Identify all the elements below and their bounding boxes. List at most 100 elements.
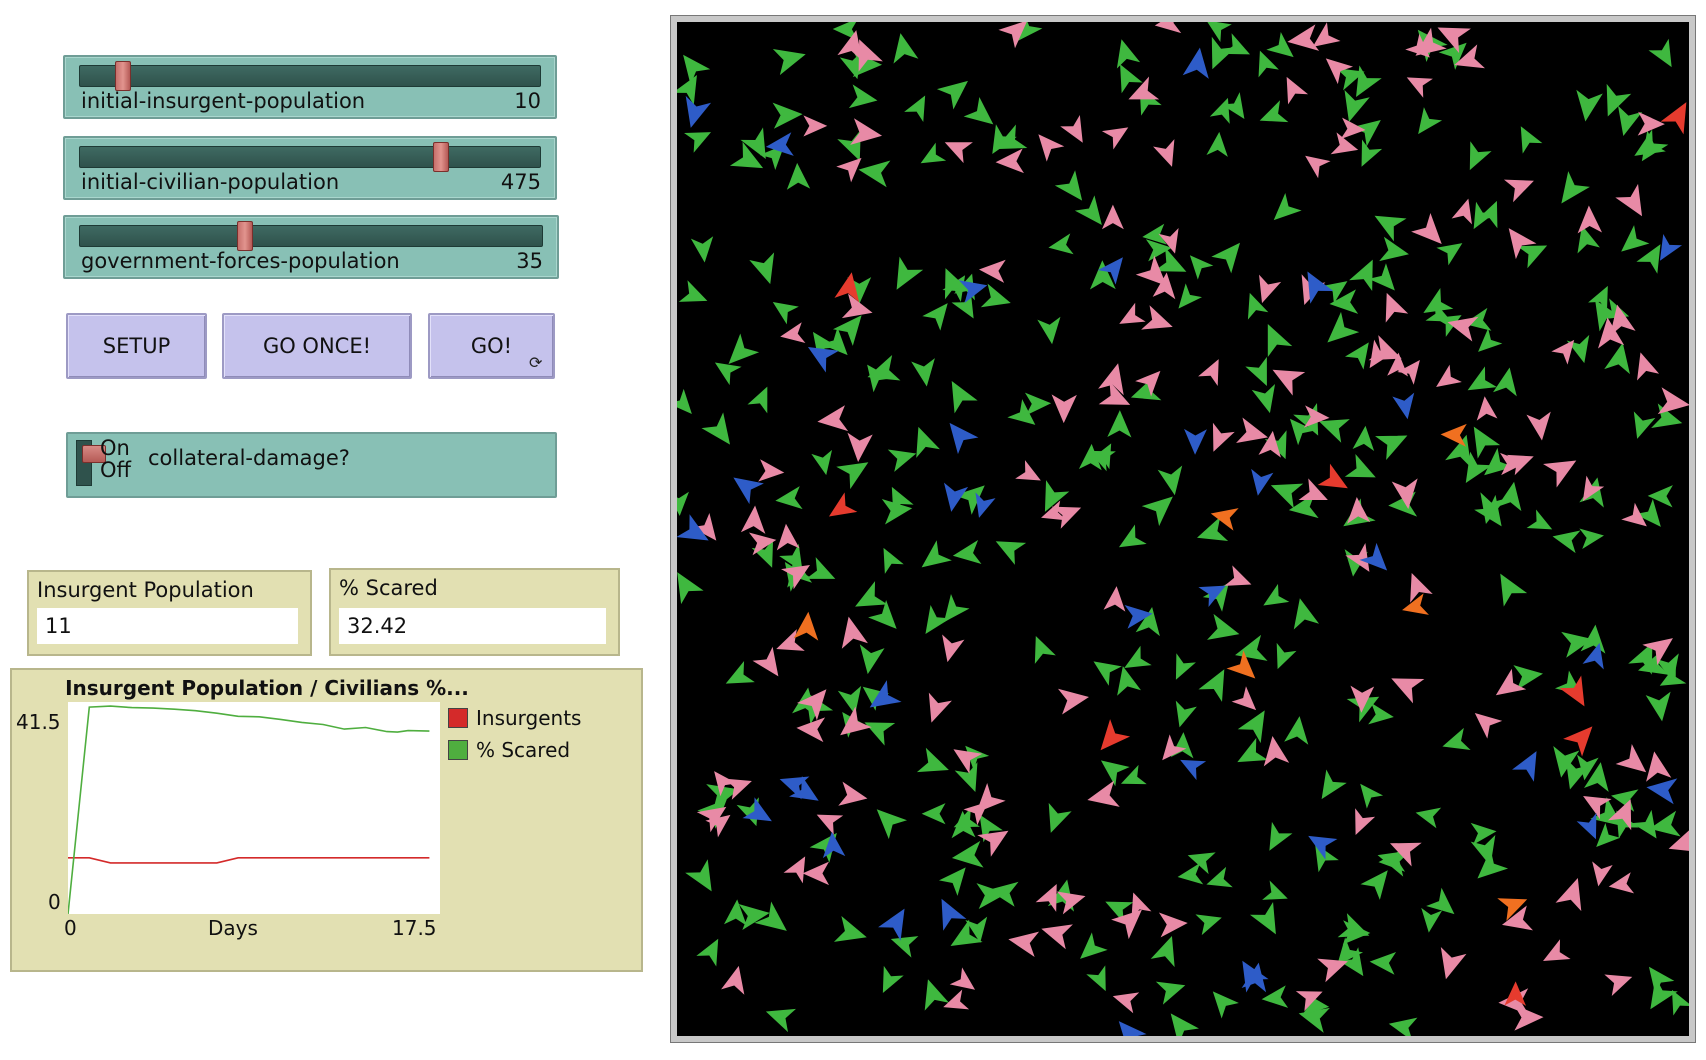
turtle-civilian	[1526, 509, 1553, 530]
slider-thumb[interactable]	[114, 61, 131, 91]
slider-thumb[interactable]	[236, 221, 253, 251]
turtle-civilian	[1478, 328, 1503, 352]
legend-label: % Scared	[476, 738, 571, 762]
turtle-scared-civilian	[1454, 44, 1485, 69]
turtle-civilian	[678, 280, 708, 302]
world-canvas[interactable]	[667, 10, 1700, 1051]
turtle-civilian	[1245, 356, 1267, 386]
turtle-scared-civilian	[1615, 744, 1647, 773]
monitor-value: 11	[37, 608, 298, 644]
go-once-button[interactable]: GO ONCE!	[222, 313, 412, 379]
monitor-percent-scared: % Scared 32.42	[329, 568, 620, 656]
turtle-civilian	[1374, 215, 1407, 242]
turtle-scared-civilian	[781, 565, 810, 590]
turtle-scared-civilian	[1212, 422, 1235, 452]
turtle-scared-civilian	[963, 801, 989, 826]
turtle-civilian	[1469, 141, 1492, 171]
turtle-civilian	[1621, 225, 1650, 252]
turtle-scared-civilian	[977, 830, 1009, 857]
turtle-civilian	[944, 268, 969, 300]
slider-track[interactable]	[79, 146, 541, 168]
turtle-civilian	[1273, 192, 1302, 221]
turtle-civilian	[1170, 1013, 1199, 1045]
turtle-scared-civilian	[1406, 77, 1433, 98]
turtle-scared-civilian	[1152, 272, 1176, 300]
slider-government-forces-population[interactable]: government-forces-population 35	[63, 215, 559, 279]
turtle-scared-civilian	[1498, 988, 1530, 1016]
turtle-civilian	[1249, 901, 1276, 935]
turtle-civilian	[916, 426, 940, 458]
turtle-scared-civilian	[705, 814, 731, 838]
turtle-civilian	[867, 354, 901, 381]
turtle-government	[1241, 962, 1267, 993]
turtle-scared-civilian	[1101, 127, 1129, 150]
go-button[interactable]: GO! ⟳	[428, 313, 555, 379]
turtle-civilian	[1474, 494, 1502, 527]
turtle-civilian	[1293, 598, 1320, 630]
turtle-scared-civilian	[1258, 430, 1281, 458]
turtle-civilian	[1565, 758, 1591, 790]
turtle-civilian	[1648, 38, 1672, 68]
turtle-scared-civilian	[1236, 417, 1268, 443]
turtle-civilian	[1145, 239, 1172, 262]
turtle-civilian	[1117, 666, 1141, 696]
turtle-scared-civilian	[1657, 387, 1690, 415]
turtle-government	[807, 346, 839, 373]
turtle-government	[1392, 392, 1415, 420]
turtle-civilian	[921, 803, 946, 825]
turtle-civilian	[1520, 126, 1543, 154]
turtle-civilian	[1187, 852, 1216, 875]
slider-initial-civilian-population[interactable]: initial-civilian-population 475	[63, 136, 557, 200]
turtle-civilian	[1352, 425, 1375, 451]
turtle-scared-civilian	[1153, 139, 1175, 167]
switch-knob[interactable]	[82, 445, 106, 463]
turtle-civilian	[951, 380, 978, 414]
turtle-civilian	[677, 572, 704, 605]
setup-button[interactable]: SETUP	[66, 313, 207, 379]
turtle-scared-civilian	[752, 646, 779, 677]
slider-track[interactable]	[79, 225, 543, 247]
turtle-civilian	[1116, 39, 1141, 69]
turtle-scared-civilian	[817, 405, 849, 432]
turtle-civilian	[738, 904, 770, 931]
turtle-scared-civilian	[1411, 212, 1442, 244]
turtle-civilian	[1270, 483, 1304, 509]
slider-initial-insurgent-population[interactable]: initial-insurgent-population 10	[63, 55, 557, 119]
turtle-civilian	[1368, 263, 1395, 291]
turtle-scared-civilian	[1087, 780, 1120, 807]
slider-track[interactable]	[79, 65, 541, 87]
turtle-orange	[1497, 898, 1528, 921]
turtle-civilian	[1438, 42, 1467, 70]
switch-rail[interactable]	[76, 440, 106, 486]
collateral-damage-switch[interactable]: On Off collateral-damage?	[66, 432, 557, 498]
turtle-scared-civilian	[1474, 713, 1503, 739]
turtle-scared-civilian	[740, 505, 766, 534]
slider-label: initial-insurgent-population	[81, 89, 366, 113]
turtle-scared-civilian	[1287, 24, 1320, 51]
turtle-civilian	[1360, 870, 1388, 900]
world-view[interactable]	[667, 10, 1700, 1051]
turtle-civilian	[725, 661, 755, 684]
turtle-scared-civilian	[850, 118, 883, 145]
turtle-civilian	[943, 594, 970, 623]
turtle-scared-civilian	[1298, 478, 1328, 501]
slider-thumb[interactable]	[432, 142, 449, 172]
turtle-government	[1582, 642, 1604, 670]
turtle-scared-civilian	[1286, 76, 1309, 105]
turtle-scared-civilian	[1637, 111, 1665, 136]
turtle-scared-civilian	[1437, 27, 1471, 54]
turtle-scared-civilian	[837, 30, 863, 61]
turtle-civilian	[859, 644, 885, 675]
turtle-civilian	[950, 919, 983, 946]
turtle-scared-civilian	[1476, 396, 1498, 421]
slider-value: 475	[500, 170, 541, 194]
turtle-scared-civilian	[1015, 460, 1041, 481]
turtle-civilian	[1583, 762, 1609, 792]
turtle-civilian	[883, 547, 904, 574]
turtle-civilian	[1577, 225, 1600, 254]
turtle-scared-civilian	[1503, 179, 1534, 203]
turtle-civilian	[1476, 200, 1498, 229]
turtle-scared-civilian	[1098, 381, 1131, 405]
turtle-civilian	[988, 881, 1019, 907]
turtle-government	[1118, 1021, 1147, 1051]
